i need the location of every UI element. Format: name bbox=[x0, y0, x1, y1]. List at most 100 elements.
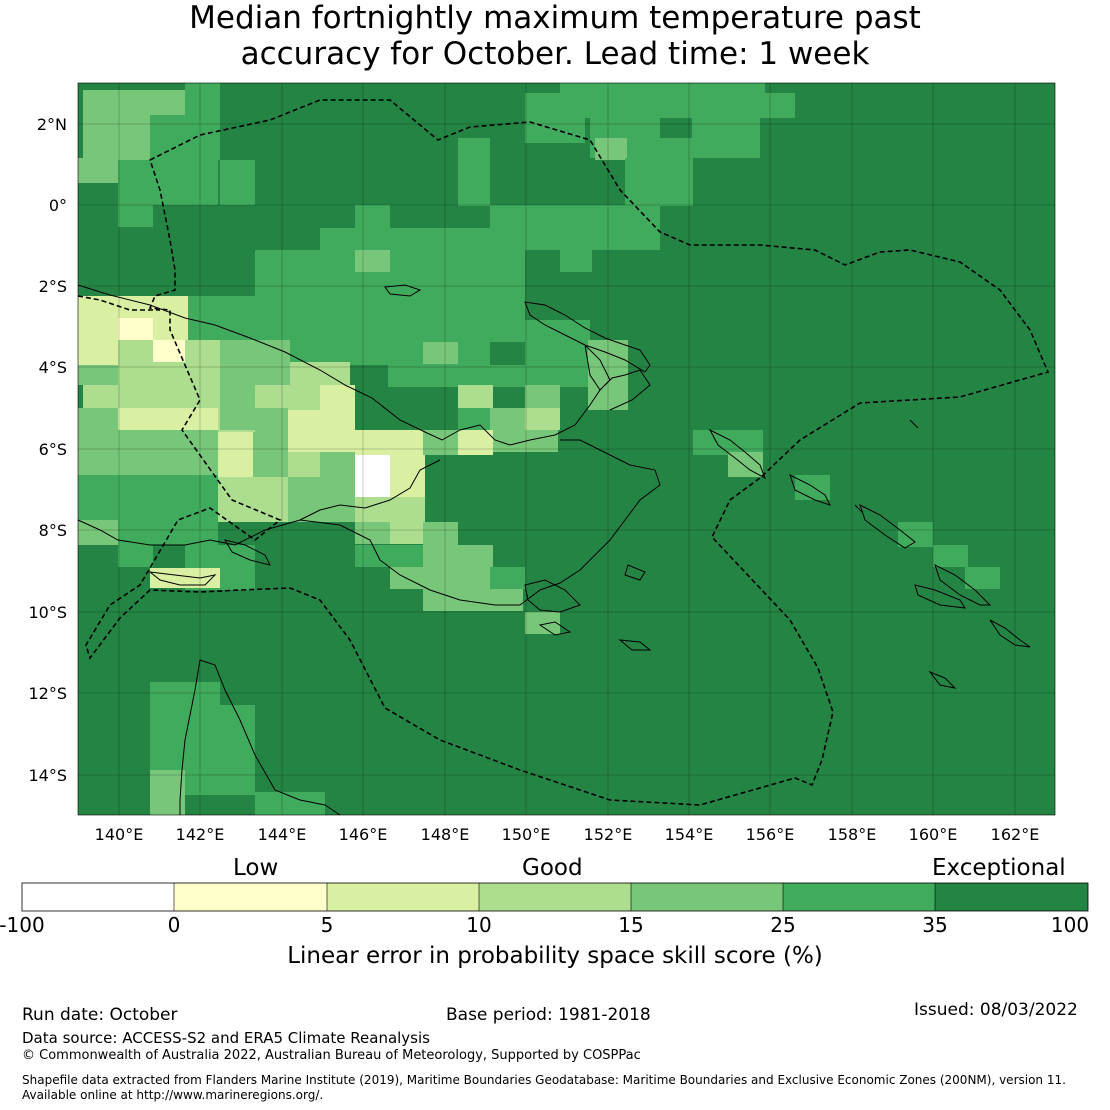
skill-cell bbox=[253, 432, 288, 477]
skill-cell bbox=[525, 612, 560, 634]
skill-cell bbox=[693, 430, 763, 455]
base-period: Base period: 1981-2018 bbox=[446, 1005, 651, 1025]
colorbar-swatch bbox=[783, 883, 935, 911]
skill-cell bbox=[78, 475, 218, 520]
lon-tick-label: 148°E bbox=[421, 825, 470, 844]
colorbar-tick: -100 bbox=[0, 913, 45, 937]
skill-cell bbox=[150, 568, 220, 588]
lon-tick-label: 146°E bbox=[339, 825, 388, 844]
skill-cell bbox=[458, 567, 493, 589]
skill-cell bbox=[933, 545, 968, 567]
skill-cell bbox=[320, 452, 355, 522]
shapefile-credit-2: Available online at http://www.marinereg… bbox=[22, 1088, 324, 1102]
skill-cell bbox=[795, 475, 830, 500]
skill-cell bbox=[390, 522, 425, 544]
skill-cell bbox=[185, 705, 255, 795]
lat-tick-label: 4°S bbox=[39, 358, 67, 377]
colorbar-tick: 5 bbox=[320, 913, 334, 937]
skill-cell bbox=[560, 250, 592, 272]
lon-tick-label: 156°E bbox=[746, 825, 795, 844]
title-line-2: accuracy for October. Lead time: 1 week bbox=[240, 36, 870, 72]
skill-cell bbox=[83, 385, 118, 410]
skill-cell bbox=[595, 138, 627, 160]
skill-cell bbox=[218, 432, 253, 477]
colorbar-swatch bbox=[935, 883, 1088, 911]
lon-tick-label: 140°E bbox=[95, 825, 144, 844]
skill-cell bbox=[118, 340, 153, 410]
colorbar-swatch bbox=[174, 883, 327, 911]
lon-tick-label: 144°E bbox=[258, 825, 307, 844]
colorbar-tick: 0 bbox=[167, 913, 181, 937]
skill-cell bbox=[355, 250, 390, 272]
category-label-low: Low bbox=[233, 855, 279, 881]
skill-cell bbox=[355, 522, 390, 544]
skill-cell bbox=[288, 477, 323, 522]
lat-tick-label: 2°N bbox=[37, 115, 67, 134]
skill-cell bbox=[220, 385, 255, 430]
skill-cell bbox=[355, 497, 425, 522]
lat-tick-labels: 2°N 0° 2°S 4°S 6°S 8°S 10°S 12°S 14°S bbox=[28, 115, 67, 785]
gridlines bbox=[78, 83, 1055, 815]
colorbar-tick: 15 bbox=[618, 913, 644, 937]
lon-tick-labels: 140°E 142°E 144°E 146°E 148°E 150°E 152°… bbox=[95, 825, 1040, 844]
skill-cell bbox=[965, 567, 1000, 589]
map-frame bbox=[77, 82, 1056, 816]
copyright: © Commonwealth of Australia 2022, Austra… bbox=[22, 1048, 641, 1063]
skill-cell bbox=[78, 408, 118, 430]
map-title: Median fortnightly maximum temperature p… bbox=[0, 0, 1110, 72]
skill-cell bbox=[118, 520, 218, 545]
colorbar-tick: 10 bbox=[466, 913, 492, 937]
category-label-exceptional: Exceptional bbox=[932, 855, 1066, 881]
skill-cell bbox=[458, 430, 493, 455]
issued-date: Issued: 08/03/2022 bbox=[914, 1000, 1078, 1020]
skill-cell bbox=[660, 118, 692, 138]
eez-boundaries bbox=[77, 99, 1050, 806]
skill-cell bbox=[525, 93, 795, 118]
skill-cell bbox=[220, 160, 255, 205]
colorbar-swatch bbox=[631, 883, 783, 911]
skill-cell bbox=[458, 408, 493, 430]
skill-cell bbox=[458, 385, 493, 410]
skill-cell bbox=[390, 567, 425, 589]
colorbar-tick: 35 bbox=[922, 913, 948, 937]
lat-tick-label: 12°S bbox=[28, 684, 67, 703]
skill-cell bbox=[150, 770, 185, 815]
skill-cell bbox=[118, 205, 153, 227]
colorbar-tick: 25 bbox=[770, 913, 796, 937]
skill-cell bbox=[525, 408, 560, 430]
skill-cell bbox=[118, 160, 218, 205]
colorbar-title: Linear error in probability space skill … bbox=[287, 943, 823, 969]
colorbar-frame bbox=[21, 882, 1089, 912]
lat-tick-label: 14°S bbox=[28, 766, 67, 785]
skill-cell bbox=[83, 452, 218, 475]
skill-cell bbox=[320, 385, 355, 455]
skill-cell bbox=[390, 545, 425, 567]
skill-cell bbox=[118, 545, 153, 567]
skill-cell bbox=[218, 477, 288, 522]
skill-cell bbox=[898, 522, 933, 547]
colorbar-swatch bbox=[327, 883, 479, 911]
colorbar-swatch bbox=[479, 883, 631, 911]
lon-tick-label: 152°E bbox=[584, 825, 633, 844]
skill-cells bbox=[78, 83, 1000, 815]
lon-tick-label: 160°E bbox=[909, 825, 958, 844]
skill-cell bbox=[525, 118, 585, 143]
skill-cell bbox=[78, 520, 118, 545]
skill-cell bbox=[150, 115, 220, 160]
run-date: Run date: October bbox=[22, 1005, 178, 1025]
skill-cell bbox=[255, 408, 290, 433]
skill-cell bbox=[185, 83, 220, 118]
lat-tick-label: 8°S bbox=[39, 521, 67, 540]
colorbar-tick: 100 bbox=[1050, 913, 1090, 937]
lon-tick-label: 150°E bbox=[502, 825, 551, 844]
skill-cell bbox=[560, 83, 765, 95]
lat-tick-label: 2°S bbox=[39, 277, 67, 296]
skill-cell bbox=[423, 522, 458, 589]
lat-tick-label: 0° bbox=[49, 196, 67, 215]
skill-cell bbox=[728, 452, 763, 477]
colorbar bbox=[21, 882, 1089, 912]
skill-cell bbox=[118, 408, 218, 430]
shapefile-credit-1: Shapefile data extracted from Flanders M… bbox=[22, 1073, 1066, 1087]
skill-cell bbox=[423, 342, 458, 364]
